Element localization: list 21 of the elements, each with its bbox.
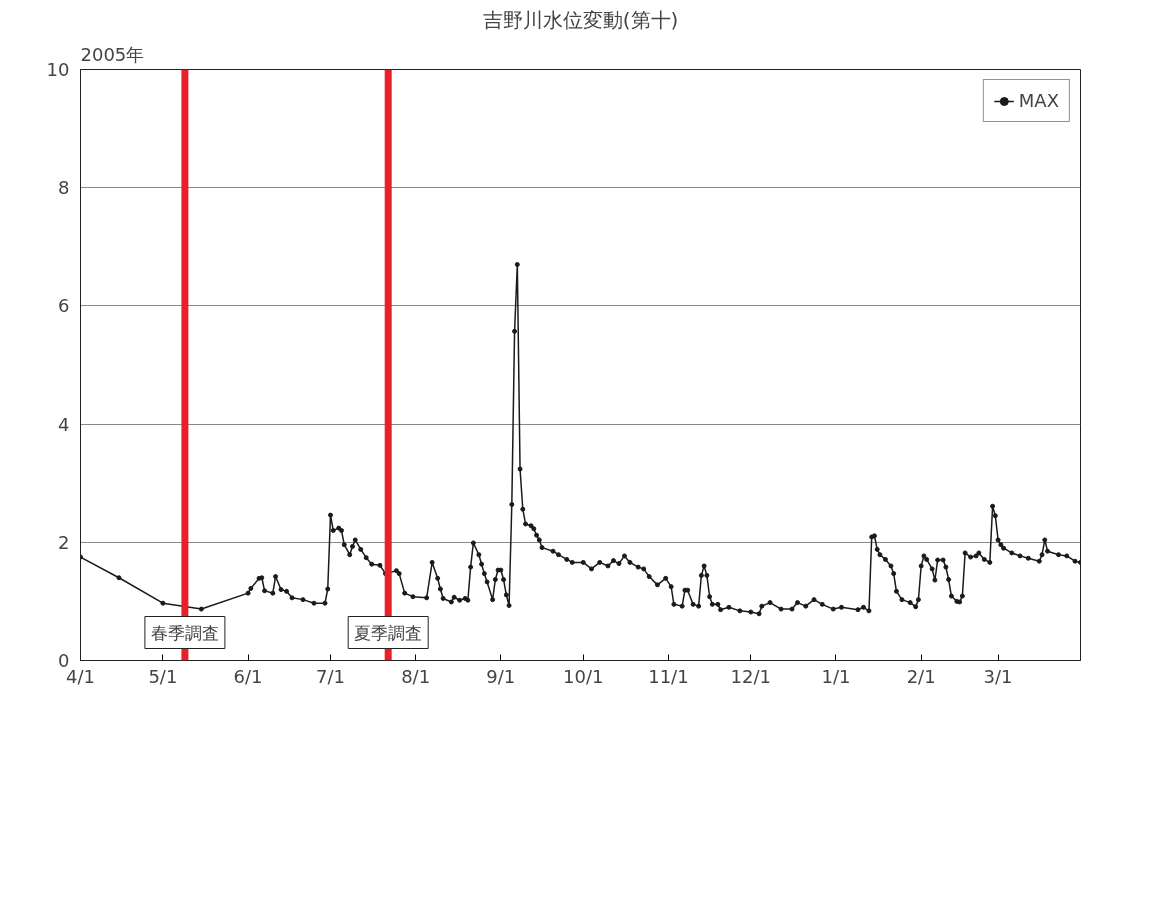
- ref-line-label: 春季調査: [150, 622, 219, 643]
- x-tick-label: 11/1: [648, 665, 689, 687]
- x-tick-label: 2/1: [906, 665, 936, 687]
- x-tick-label: 10/1: [563, 665, 604, 687]
- x-tick-label: 9/1: [486, 665, 516, 687]
- y-tick-label: 8: [58, 177, 70, 199]
- x-tick-label: 1/1: [821, 665, 851, 687]
- ref-line-label: 夏季調査: [354, 622, 423, 643]
- x-tick-label: 5/1: [148, 665, 178, 687]
- legend-label: MAX: [1018, 90, 1059, 111]
- text: 2005年: [80, 43, 145, 65]
- x-tick-label: 12/1: [730, 665, 772, 687]
- y-tick-label: 4: [58, 413, 70, 435]
- y-tick-label: 10: [46, 59, 70, 80]
- y-tick-label: 6: [58, 295, 70, 317]
- x-tick-label: 3/1: [983, 665, 1013, 687]
- chart-title: 吉野川水位変動(第十): [482, 7, 679, 32]
- y-tick-label: 2: [58, 531, 70, 553]
- x-tick-label: 7/1: [316, 665, 345, 687]
- x-tick-label: 6/1: [233, 665, 263, 687]
- x-tick-label: 8/1: [401, 665, 431, 687]
